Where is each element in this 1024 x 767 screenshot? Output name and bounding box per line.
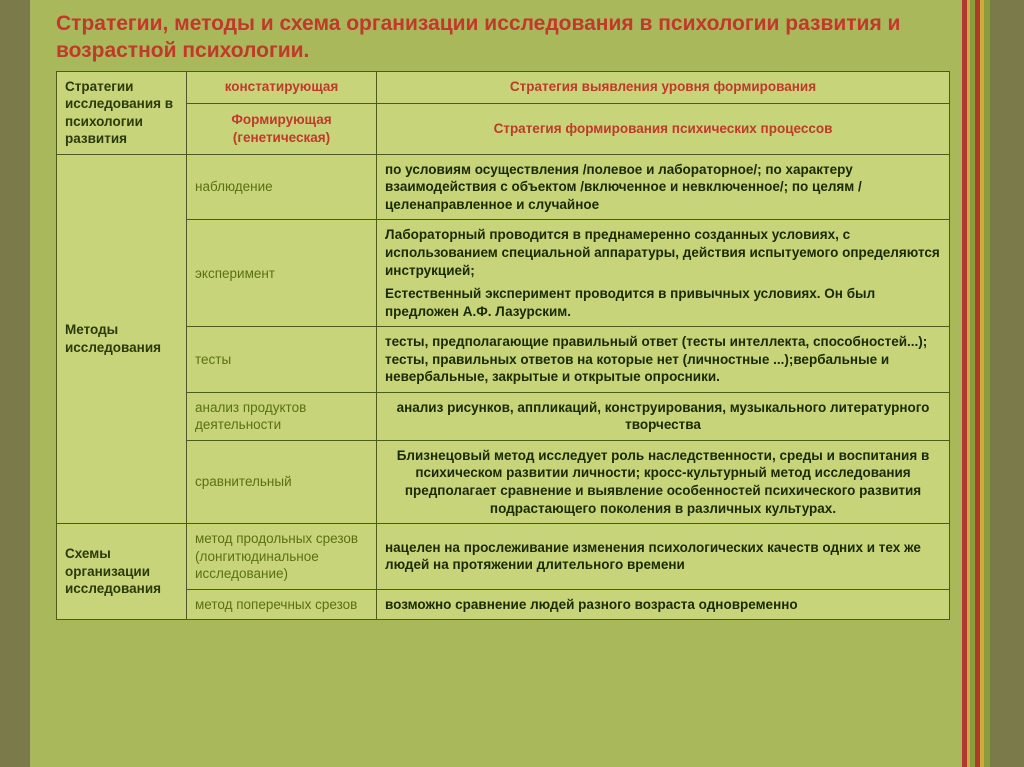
experiment-desc-1: Лабораторный проводится в преднамеренно …	[385, 226, 941, 279]
rowhead-methods: Методы исследования	[57, 154, 187, 523]
cell-method-analysis-desc: анализ рисунков, аппликаций, конструиров…	[377, 392, 950, 440]
cell-method-analysis: анализ продуктов деятельности	[187, 392, 377, 440]
cell-scheme-cross: метод поперечных срезов	[187, 589, 377, 620]
cell-method-comparative-desc: Близнецовый метод исследует роль наследс…	[377, 440, 950, 523]
table-row: сравнительный Близнецовый метод исследуе…	[57, 440, 950, 523]
cell-method-experiment-desc: Лабораторный проводится в преднамеренно …	[377, 220, 950, 327]
decorative-border	[962, 0, 990, 767]
cell-strategy-konst-desc: Стратегия выявления уровня формирования	[377, 71, 950, 103]
rowhead-strategies: Стратегии исследования в психологии разв…	[57, 71, 187, 154]
page-title: Стратегии, методы и схема организации ис…	[30, 0, 990, 71]
slide: Стратегии, методы и схема организации ис…	[30, 0, 990, 767]
table-row: тесты тесты, предполагающие правильный о…	[57, 327, 950, 393]
table-row: анализ продуктов деятельности анализ рис…	[57, 392, 950, 440]
cell-method-observation: наблюдение	[187, 154, 377, 220]
table-row: Формирующая (генетическая) Стратегия фор…	[57, 103, 950, 154]
table-row: эксперимент Лабораторный проводится в пр…	[57, 220, 950, 327]
main-table: Стратегии исследования в психологии разв…	[56, 71, 950, 621]
cell-method-tests: тесты	[187, 327, 377, 393]
rowhead-schemes: Схемы организации исследования	[57, 524, 187, 620]
table-row: Методы исследования наблюдение по услови…	[57, 154, 950, 220]
cell-scheme-long-desc: нацелен на прослеживание изменения психо…	[377, 524, 950, 590]
cell-method-tests-desc: тесты, предполагающие правильный ответ (…	[377, 327, 950, 393]
table-container: Стратегии исследования в психологии разв…	[30, 71, 990, 621]
cell-strategy-form-desc: Стратегия формирования психических проце…	[377, 103, 950, 154]
cell-method-experiment: эксперимент	[187, 220, 377, 327]
cell-method-comparative: сравнительный	[187, 440, 377, 523]
table-row: Стратегии исследования в психологии разв…	[57, 71, 950, 103]
cell-method-observation-desc: по условиям осуществления /полевое и лаб…	[377, 154, 950, 220]
cell-strategy-konst: констатирующая	[187, 71, 377, 103]
cell-strategy-form: Формирующая (генетическая)	[187, 103, 377, 154]
cell-scheme-long: метод продольных срезов (лонгитюдинально…	[187, 524, 377, 590]
table-row: метод поперечных срезов возможно сравнен…	[57, 589, 950, 620]
cell-scheme-cross-desc: возможно сравнение людей разного возраст…	[377, 589, 950, 620]
table-row: Схемы организации исследования метод про…	[57, 524, 950, 590]
experiment-desc-2: Естественный эксперимент проводится в пр…	[385, 285, 941, 320]
